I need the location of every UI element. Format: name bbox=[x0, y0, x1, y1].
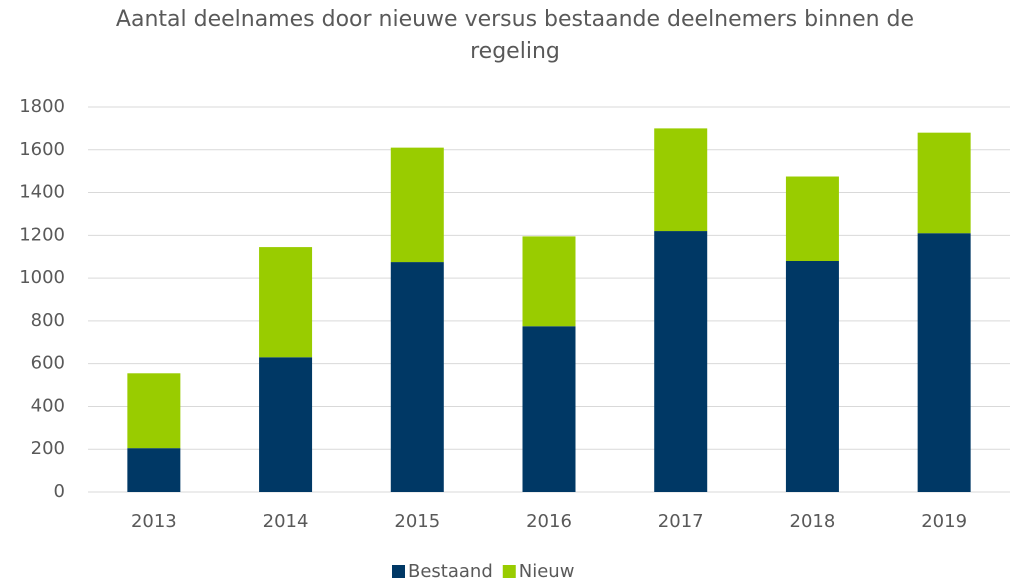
x-tick-label: 2014 bbox=[263, 511, 309, 532]
bar-segment bbox=[390, 262, 444, 492]
y-tick-label: 1000 bbox=[19, 267, 65, 288]
y-tick-label: 1400 bbox=[19, 182, 65, 203]
y-tick-label: 200 bbox=[31, 438, 65, 459]
y-tick-label: 800 bbox=[31, 310, 65, 331]
x-tick-label: 2013 bbox=[131, 511, 177, 532]
bar-segment bbox=[390, 147, 444, 263]
y-tick-label: 1200 bbox=[19, 224, 65, 245]
y-tick-label: 0 bbox=[54, 481, 65, 502]
x-tick-label: 2018 bbox=[790, 511, 836, 532]
y-tick-label: 1600 bbox=[19, 139, 65, 160]
x-tick-label: 2019 bbox=[921, 511, 967, 532]
bar-segment bbox=[917, 233, 971, 492]
bar-segment bbox=[917, 132, 971, 234]
bar-segment bbox=[259, 247, 313, 358]
bar-segment bbox=[654, 231, 708, 493]
bar-segment bbox=[127, 448, 181, 492]
legend-swatch bbox=[502, 565, 516, 578]
bar-segment bbox=[522, 236, 576, 327]
y-tick-label: 1800 bbox=[19, 96, 65, 117]
legend-label: Nieuw bbox=[519, 561, 575, 582]
y-tick-label: 600 bbox=[31, 353, 65, 374]
x-tick-label: 2017 bbox=[658, 511, 704, 532]
bar-segment bbox=[259, 357, 313, 492]
bar-segment bbox=[654, 128, 708, 232]
bar-segment bbox=[785, 261, 839, 492]
chart-title: Aantal deelnames door nieuwe versus best… bbox=[115, 7, 915, 64]
bar-segment bbox=[522, 326, 576, 492]
y-tick-label: 400 bbox=[31, 395, 65, 416]
legend-swatch bbox=[392, 565, 405, 578]
bar-segment bbox=[127, 373, 181, 449]
legend-label: Bestaand bbox=[408, 561, 493, 582]
x-tick-label: 2015 bbox=[394, 511, 440, 532]
bar-segment bbox=[785, 176, 839, 261]
x-tick-label: 2016 bbox=[526, 511, 572, 532]
